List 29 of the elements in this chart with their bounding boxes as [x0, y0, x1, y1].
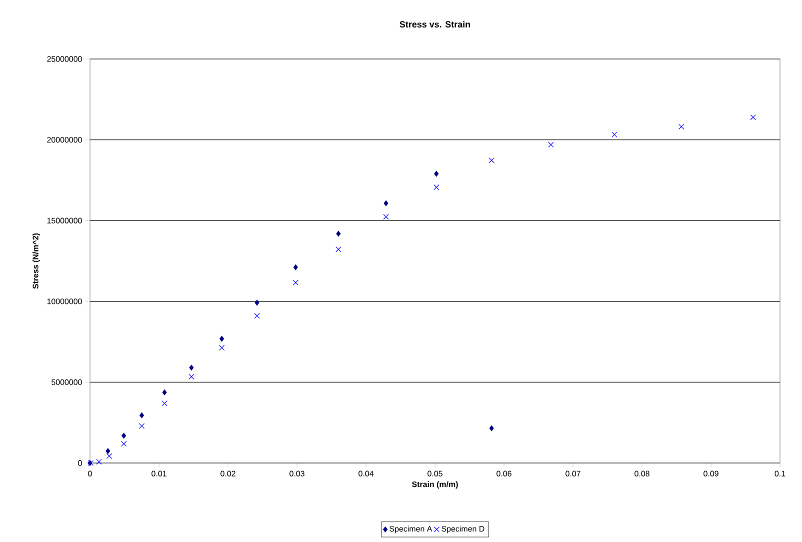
point: [162, 389, 167, 396]
point: [188, 374, 194, 380]
point: [254, 300, 260, 306]
point: [293, 264, 298, 270]
point: [138, 423, 145, 429]
point: [218, 344, 225, 351]
point: [120, 440, 127, 447]
point: [488, 157, 494, 164]
point: [612, 132, 618, 138]
point: [292, 280, 298, 286]
point: [384, 200, 388, 206]
point: [678, 124, 684, 130]
point: [106, 453, 112, 459]
point: [336, 246, 342, 252]
chart-title: Stress vs. Strain: [400, 20, 470, 28]
point: [122, 432, 126, 439]
point: [434, 184, 440, 190]
point: [336, 230, 341, 237]
point: [254, 312, 260, 319]
point: [383, 214, 389, 220]
point: [189, 364, 194, 371]
point: [162, 400, 168, 406]
point: [220, 336, 224, 342]
point: [548, 142, 554, 148]
point: [489, 425, 494, 432]
point: [434, 170, 439, 177]
point: [106, 448, 110, 454]
point: [750, 114, 756, 120]
point: [96, 458, 102, 465]
